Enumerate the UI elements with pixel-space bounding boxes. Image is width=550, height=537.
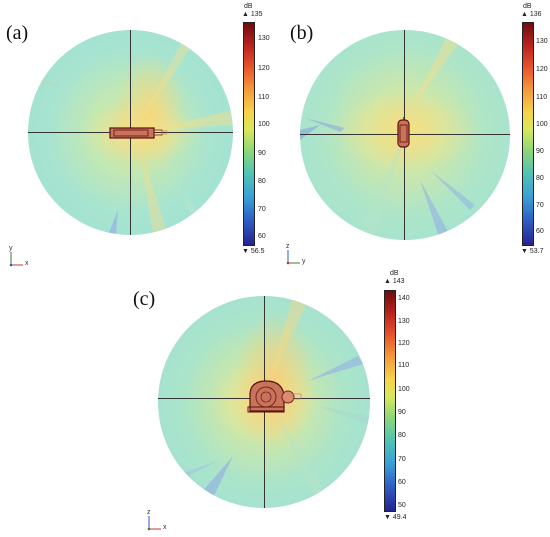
colorbar-tick-c-70: 70 (398, 456, 406, 463)
colorbar-tick-b-120: 120 (536, 66, 548, 73)
colorbar-tick-a-130: 130 (258, 35, 270, 42)
colorbar-tick-a-60: 60 (258, 233, 266, 240)
colorbar-tick-a-110: 110 (258, 94, 270, 101)
colorbar-tick-c-50: 50 (398, 502, 406, 509)
colorbar-tick-a-90: 90 (258, 150, 266, 157)
axis-label-horizontal-c: x (163, 524, 167, 531)
colorbar-tick-a-120: 120 (258, 65, 270, 72)
colorbar-tick-a-100: 100 (258, 121, 270, 128)
axis-triad-c: z x (146, 509, 170, 532)
panel-label-a: (a) (6, 22, 29, 44)
colorbar-tick-c-130: 130 (398, 318, 410, 325)
field-streaks-a (28, 30, 233, 235)
colorbar-tick-c-120: 120 (398, 340, 410, 347)
field-streaks-b (300, 30, 475, 240)
machine-outline-c (247, 380, 302, 413)
colorbar-tick-b-130: 130 (536, 38, 548, 45)
colorbar-tick-c-100: 100 (398, 386, 410, 393)
colorbar-unit-a: dB (244, 3, 253, 10)
colorbar-tick-a-70: 70 (258, 206, 266, 213)
colorbar-tick-c-110: 110 (398, 362, 410, 369)
field-streaks-c (158, 296, 370, 508)
axis-label-vertical-b: z (286, 243, 290, 250)
panel-label-c: (c) (133, 288, 156, 310)
colorbar-unit-b: dB (523, 3, 532, 10)
colorbar-min-c: ▼ 49.4 (384, 514, 407, 521)
axis-label-vertical-a: y (9, 245, 13, 252)
colorbar-tick-b-110: 110 (536, 94, 548, 101)
colorbar-c (384, 290, 396, 512)
colorbar-tick-c-140: 140 (398, 295, 410, 302)
colorbar-tick-c-80: 80 (398, 432, 406, 439)
axis-label-horizontal-a: x (25, 260, 29, 267)
axis-label-horizontal-b: y (302, 258, 306, 265)
colorbar-unit-c: dB (390, 270, 399, 277)
colorbar-tick-b-100: 100 (536, 121, 548, 128)
colorbar-a (243, 22, 255, 246)
colorbar-tick-a-80: 80 (258, 178, 266, 185)
colorbar-min-a: ▼ 56.5 (242, 248, 265, 255)
colorbar-tick-b-90: 90 (536, 148, 544, 155)
sound-field-b (300, 30, 510, 240)
axis-triad-a: y x (8, 245, 32, 268)
colorbar-tick-c-60: 60 (398, 479, 406, 486)
panel-label-b: (b) (290, 22, 314, 44)
colorbar-min-b: ▼ 53.7 (521, 248, 544, 255)
colorbar-tick-b-70: 70 (536, 202, 544, 209)
axis-label-vertical-c: z (147, 509, 151, 516)
colorbar-b (522, 22, 534, 246)
colorbar-tick-b-60: 60 (536, 228, 544, 235)
machine-outline-b (397, 117, 410, 148)
colorbar-max-b: ▲ 136 (521, 11, 542, 18)
colorbar-tick-b-80: 80 (536, 175, 544, 182)
axis-triad-b: z y (285, 243, 309, 266)
colorbar-max-c: ▲ 143 (384, 278, 405, 285)
machine-outline-a (109, 127, 168, 139)
colorbar-max-a: ▲ 135 (242, 11, 263, 18)
colorbar-tick-c-90: 90 (398, 409, 406, 416)
